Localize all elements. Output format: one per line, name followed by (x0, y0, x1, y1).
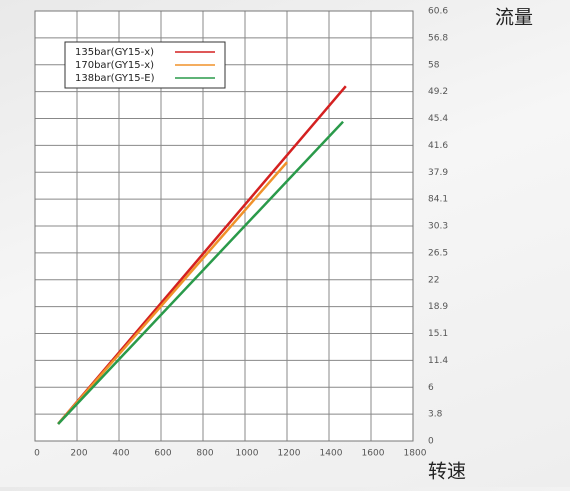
y-tick-label: 11.4 (428, 356, 448, 366)
x-tick-label: 600 (154, 449, 171, 459)
y-tick-label: 60.6 (428, 7, 448, 17)
y-tick-label: 41.6 (428, 141, 448, 151)
x-tick-label: 200 (70, 449, 87, 459)
y-tick-label: 18.9 (428, 302, 448, 312)
x-axis-title: 转速 (428, 461, 466, 483)
series-line (57, 120, 344, 425)
y-tick-label: 22 (428, 275, 439, 285)
legend-label: 138bar(GY15-E) (75, 73, 155, 84)
y-tick-label: 58 (428, 60, 440, 70)
x-tick-label: 1000 (236, 449, 259, 459)
x-tick-label: 1200 (278, 449, 301, 459)
y-axis-title: 流量 (495, 7, 533, 29)
x-tick-label: 400 (112, 449, 129, 459)
y-tick-label: 30.3 (428, 222, 448, 232)
y-tick-label: 3.8 (428, 410, 443, 420)
y-tick-label: 15.1 (428, 329, 448, 339)
series-line (57, 161, 288, 425)
plot-border (34, 10, 414, 442)
y-tick-label: 49.2 (428, 87, 448, 97)
y-tick-label: 56.8 (428, 33, 448, 43)
x-tick-label: 1600 (362, 449, 385, 459)
x-tick-label: 1800 (404, 449, 427, 459)
y-tick-label: 37.9 (428, 168, 448, 178)
legend-label: 170bar(GY15-x) (75, 60, 154, 71)
x-tick-label: 0 (34, 449, 40, 459)
y-tick-label: 45.4 (428, 114, 448, 124)
y-tick-label: 84.1 (428, 195, 448, 205)
x-tick-label: 1400 (320, 449, 343, 459)
legend-label: 135bar(GY15-x) (75, 47, 154, 58)
y-tick-label: 26.5 (428, 248, 448, 258)
x-tick-label: 800 (196, 449, 213, 459)
y-tick-label: 6 (428, 383, 434, 393)
y-tick-label: 0 (428, 437, 434, 447)
